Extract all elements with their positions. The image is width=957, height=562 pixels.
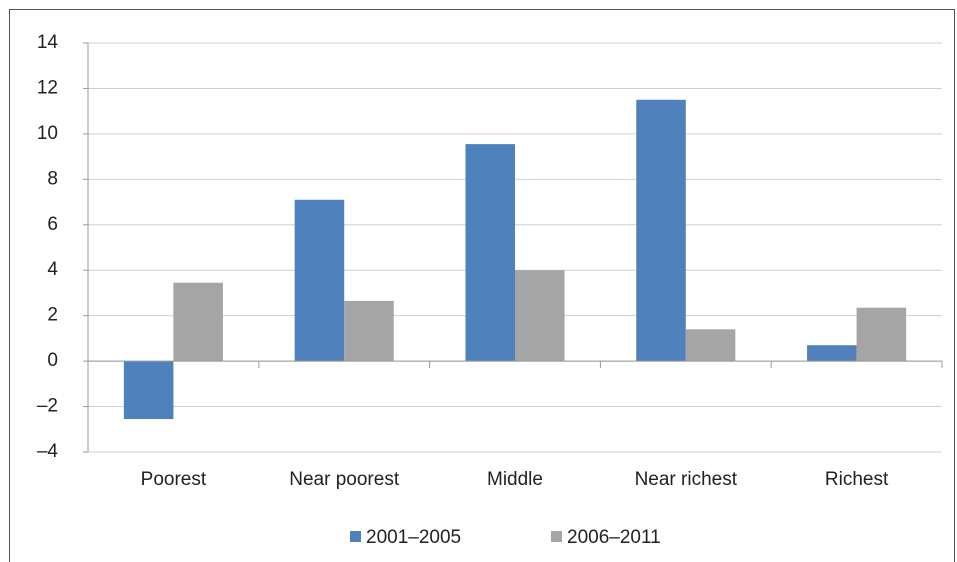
y-tick-label: 10 [37, 123, 58, 144]
frame [9, 9, 955, 562]
bar [515, 270, 565, 362]
bar [344, 300, 394, 362]
bar [807, 345, 857, 362]
y-tick-label: –2 [37, 396, 58, 417]
y-tick-label: 4 [47, 259, 58, 280]
x-tick-label: Richest [825, 469, 889, 490]
bar [636, 99, 686, 362]
y-tick-label: 12 [37, 77, 58, 98]
bar [173, 282, 223, 362]
y-tick-label: 2 [47, 305, 58, 326]
x-tick-label: Near poorest [289, 469, 400, 490]
bar [465, 144, 515, 362]
legend-swatch [350, 531, 361, 542]
legend-label: 2001–2005 [366, 527, 461, 548]
legend-swatch [551, 531, 562, 542]
y-tick-label: 6 [47, 214, 58, 235]
y-tick-label: –4 [37, 441, 59, 462]
x-tick-label: Poorest [141, 469, 207, 490]
y-tick-label: 14 [37, 32, 59, 53]
bar [294, 199, 345, 362]
x-tick-label: Middle [487, 469, 543, 490]
bar [856, 307, 907, 362]
y-tick-label: 8 [47, 168, 58, 189]
legend-label: 2006–2011 [567, 527, 661, 548]
y-tick-label: 0 [47, 350, 58, 371]
x-tick-label: Near richest [635, 469, 738, 490]
bar [685, 329, 736, 362]
bar [123, 361, 174, 420]
